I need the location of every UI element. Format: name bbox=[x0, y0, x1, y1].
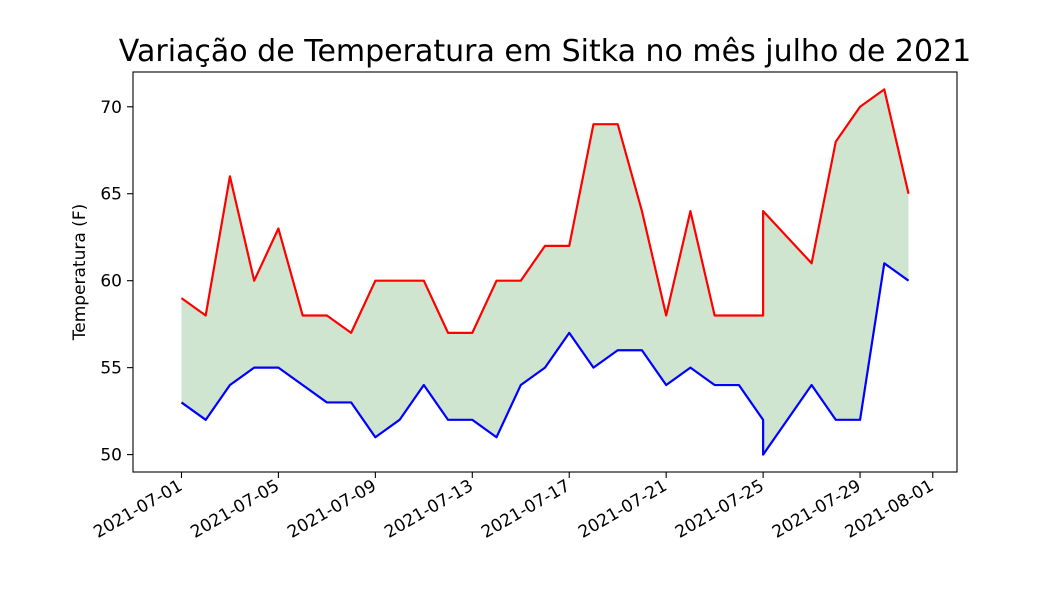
y-axis-label: Temperatura (F) bbox=[70, 204, 90, 341]
chart-title: Variação de Temperatura em Sitka no mês … bbox=[119, 34, 971, 69]
y-tick-label-50: 50 bbox=[100, 446, 122, 466]
y-tick-label-60: 60 bbox=[100, 272, 122, 292]
plot-frame bbox=[132, 71, 958, 473]
x-tick-label-2021-07-13: 2021-07-13 bbox=[381, 476, 477, 543]
x-tick-label-2021-07-09: 2021-07-09 bbox=[284, 476, 380, 543]
x-tick-label-2021-07-01: 2021-07-01 bbox=[90, 476, 186, 543]
x-tick-label-2021-07-25: 2021-07-25 bbox=[672, 476, 768, 543]
y-tick-label-70: 70 bbox=[100, 98, 122, 118]
y-tick-label-65: 65 bbox=[100, 185, 122, 205]
x-tick-label-2021-07-17: 2021-07-17 bbox=[478, 476, 574, 543]
series-line-low bbox=[180, 262, 910, 456]
y-tick-label-55: 55 bbox=[100, 359, 122, 379]
plot-area bbox=[180, 88, 910, 456]
fill-between-area bbox=[181, 89, 909, 455]
x-tick-label-2021-07-21: 2021-07-21 bbox=[575, 476, 671, 543]
x-tick-label-2021-07-05: 2021-07-05 bbox=[187, 476, 283, 543]
series-line-high bbox=[180, 88, 910, 334]
